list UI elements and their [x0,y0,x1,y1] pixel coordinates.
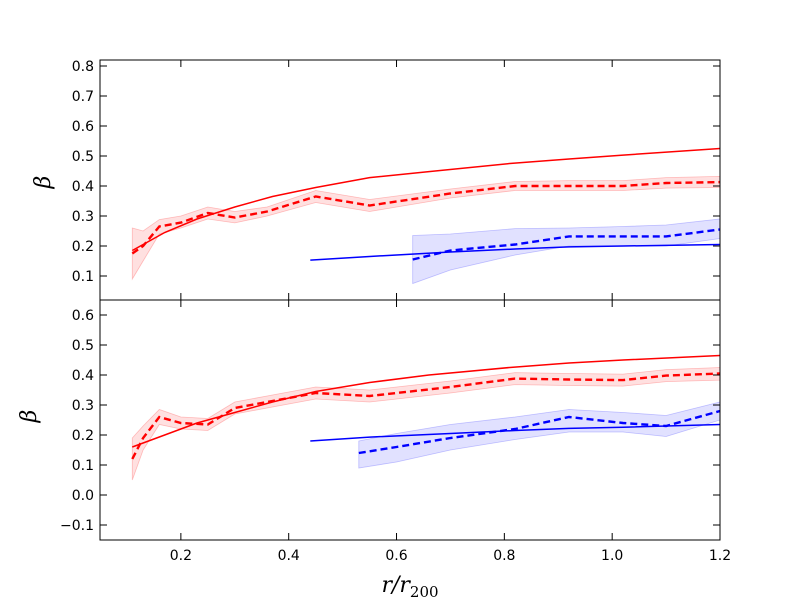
bot-y-tick-label: 0.4 [72,368,94,384]
top-y-tick-label: 0.7 [72,89,94,105]
top-line-red-solid [131,147,721,252]
top-y-tick-label: 0.3 [72,209,94,225]
top-y-tick-label: 0.2 [72,239,94,255]
top-y-tick-label: 0.8 [72,59,94,75]
top-ylabel: β [31,176,56,190]
top-y-tick-label: 0.4 [72,179,94,195]
x-axis-label-main: r/r [381,573,411,598]
x-axis-label-sub: 200 [410,583,439,600]
bot-y-tick-label: 0.2 [72,428,94,444]
x-tick-label: 1.2 [709,548,731,564]
bot-y-tick-label: 0.5 [72,338,94,354]
bot-y-tick-label: 0.3 [72,398,94,414]
top-panel: 0.1 0.2 0.3 0.4 0.5 0.6 0.7 0.8 β [31,59,721,301]
x-axis-label: r/r200 [381,573,438,600]
top-line-blue-dashed [412,228,721,261]
bot-y-tick-label: 0.6 [72,308,94,324]
bottom-panel: 0.2 0.4 0.6 0.8 1.0 1.2 −0.1 0.0 0.1 0.2 0.3 0.4 0.… [17,299,731,564]
bot-y-tick-label: 0.1 [72,458,94,474]
bot-line-blue-solid [310,423,721,442]
top-y-tick-label: 0.1 [72,269,94,285]
top-line-blue-solid [310,243,721,261]
bottom-plot-frame [99,299,721,541]
bot-y-tick-label: −0.1 [60,518,94,534]
x-tick-label: 0.4 [278,548,300,564]
top-y-tick-label: 0.5 [72,149,94,165]
bot-line-blue-dashed [358,409,721,455]
x-tick-label: 0.2 [170,548,192,564]
top-y-tick-label: 0.6 [72,119,94,135]
top-line-red-dashed [131,180,721,255]
bot-y-tick-label: 0.0 [72,488,94,504]
x-tick-label: 1.0 [601,548,623,564]
bot-line-red-dashed [131,372,721,460]
bottom-ylabel: β [17,410,42,424]
bot-line-red-solid [132,354,721,448]
x-tick-label: 0.6 [385,548,407,564]
x-tick-label: 0.8 [493,548,515,564]
